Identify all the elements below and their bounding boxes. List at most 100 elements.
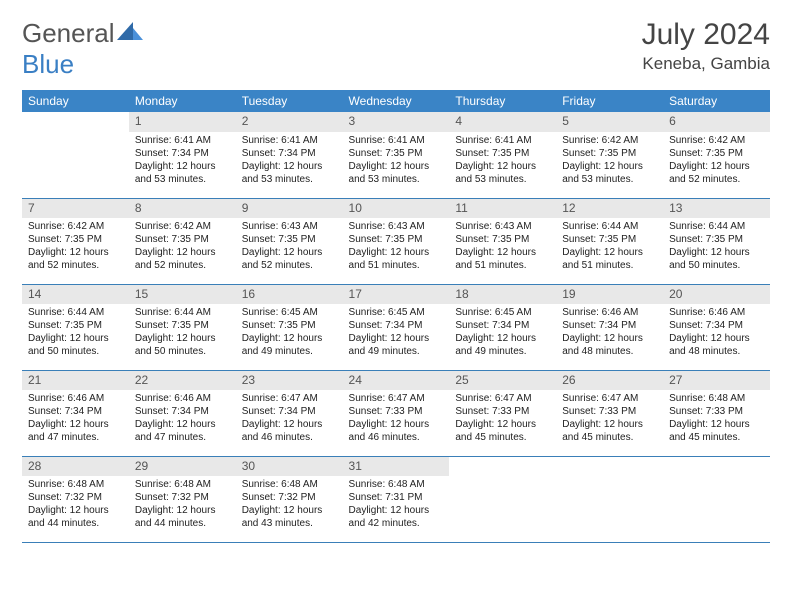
sunset-text: Sunset: 7:35 PM xyxy=(242,233,337,246)
sunrise-text: Sunrise: 6:42 AM xyxy=(135,220,230,233)
sunrise-text: Sunrise: 6:48 AM xyxy=(242,478,337,491)
day-number: 31 xyxy=(343,457,450,477)
calendar-empty-cell xyxy=(449,456,556,542)
daylight-text: and 53 minutes. xyxy=(242,173,337,186)
day-details: Sunrise: 6:45 AMSunset: 7:34 PMDaylight:… xyxy=(343,304,450,362)
day-number: 9 xyxy=(236,199,343,219)
calendar-day-cell: 29Sunrise: 6:48 AMSunset: 7:32 PMDayligh… xyxy=(129,456,236,542)
location-label: Keneba, Gambia xyxy=(642,54,770,74)
day-number: 10 xyxy=(343,199,450,219)
sunset-text: Sunset: 7:34 PM xyxy=(28,405,123,418)
sunrise-text: Sunrise: 6:48 AM xyxy=(669,392,764,405)
calendar-week-row: 28Sunrise: 6:48 AMSunset: 7:32 PMDayligh… xyxy=(22,456,770,542)
day-number: 12 xyxy=(556,199,663,219)
calendar-empty-cell xyxy=(22,112,129,198)
brand-part1: General xyxy=(22,18,115,48)
daylight-text: and 52 minutes. xyxy=(135,259,230,272)
day-details: Sunrise: 6:48 AMSunset: 7:32 PMDaylight:… xyxy=(129,476,236,534)
daylight-text: Daylight: 12 hours xyxy=(669,332,764,345)
sunset-text: Sunset: 7:33 PM xyxy=(562,405,657,418)
day-number: 14 xyxy=(22,285,129,305)
daylight-text: and 53 minutes. xyxy=(562,173,657,186)
day-details: Sunrise: 6:44 AMSunset: 7:35 PMDaylight:… xyxy=(22,304,129,362)
daylight-text: Daylight: 12 hours xyxy=(242,246,337,259)
calendar-day-cell: 25Sunrise: 6:47 AMSunset: 7:33 PMDayligh… xyxy=(449,370,556,456)
header: General Blue July 2024 Keneba, Gambia xyxy=(22,18,770,80)
day-number: 16 xyxy=(236,285,343,305)
sunrise-text: Sunrise: 6:47 AM xyxy=(242,392,337,405)
calendar-day-cell: 7Sunrise: 6:42 AMSunset: 7:35 PMDaylight… xyxy=(22,198,129,284)
day-number: 11 xyxy=(449,199,556,219)
daylight-text: Daylight: 12 hours xyxy=(135,504,230,517)
daylight-text: and 49 minutes. xyxy=(349,345,444,358)
daylight-text: Daylight: 12 hours xyxy=(242,332,337,345)
daylight-text: Daylight: 12 hours xyxy=(242,418,337,431)
day-number: 13 xyxy=(663,199,770,219)
sunset-text: Sunset: 7:34 PM xyxy=(242,147,337,160)
calendar-day-cell: 22Sunrise: 6:46 AMSunset: 7:34 PMDayligh… xyxy=(129,370,236,456)
sunset-text: Sunset: 7:31 PM xyxy=(349,491,444,504)
calendar-day-cell: 19Sunrise: 6:46 AMSunset: 7:34 PMDayligh… xyxy=(556,284,663,370)
day-details: Sunrise: 6:43 AMSunset: 7:35 PMDaylight:… xyxy=(236,218,343,276)
sunrise-text: Sunrise: 6:43 AM xyxy=(455,220,550,233)
daylight-text: and 51 minutes. xyxy=(349,259,444,272)
calendar-day-cell: 12Sunrise: 6:44 AMSunset: 7:35 PMDayligh… xyxy=(556,198,663,284)
calendar-day-cell: 17Sunrise: 6:45 AMSunset: 7:34 PMDayligh… xyxy=(343,284,450,370)
month-title: July 2024 xyxy=(642,18,770,52)
sunset-text: Sunset: 7:32 PM xyxy=(135,491,230,504)
day-number: 18 xyxy=(449,285,556,305)
daylight-text: and 47 minutes. xyxy=(135,431,230,444)
day-number: 15 xyxy=(129,285,236,305)
day-details: Sunrise: 6:47 AMSunset: 7:33 PMDaylight:… xyxy=(343,390,450,448)
daylight-text: and 50 minutes. xyxy=(135,345,230,358)
daylight-text: and 51 minutes. xyxy=(455,259,550,272)
daylight-text: Daylight: 12 hours xyxy=(562,332,657,345)
brand-part2: Blue xyxy=(22,49,74,79)
daylight-text: and 46 minutes. xyxy=(349,431,444,444)
sunrise-text: Sunrise: 6:44 AM xyxy=(669,220,764,233)
sunrise-text: Sunrise: 6:46 AM xyxy=(135,392,230,405)
sunset-text: Sunset: 7:34 PM xyxy=(669,319,764,332)
weekday-header: Thursday xyxy=(449,90,556,112)
daylight-text: Daylight: 12 hours xyxy=(28,418,123,431)
day-details: Sunrise: 6:42 AMSunset: 7:35 PMDaylight:… xyxy=(22,218,129,276)
calendar-empty-cell xyxy=(556,456,663,542)
sunrise-text: Sunrise: 6:41 AM xyxy=(242,134,337,147)
sunset-text: Sunset: 7:34 PM xyxy=(455,319,550,332)
calendar-empty-cell xyxy=(663,456,770,542)
day-details: Sunrise: 6:48 AMSunset: 7:33 PMDaylight:… xyxy=(663,390,770,448)
sunrise-text: Sunrise: 6:41 AM xyxy=(135,134,230,147)
sunset-text: Sunset: 7:34 PM xyxy=(349,319,444,332)
day-number: 27 xyxy=(663,371,770,391)
sunset-text: Sunset: 7:32 PM xyxy=(242,491,337,504)
calendar-day-cell: 10Sunrise: 6:43 AMSunset: 7:35 PMDayligh… xyxy=(343,198,450,284)
calendar-week-row: 7Sunrise: 6:42 AMSunset: 7:35 PMDaylight… xyxy=(22,198,770,284)
sunset-text: Sunset: 7:35 PM xyxy=(669,233,764,246)
sunrise-text: Sunrise: 6:45 AM xyxy=(455,306,550,319)
calendar-week-row: 1Sunrise: 6:41 AMSunset: 7:34 PMDaylight… xyxy=(22,112,770,198)
day-details: Sunrise: 6:47 AMSunset: 7:34 PMDaylight:… xyxy=(236,390,343,448)
calendar-day-cell: 18Sunrise: 6:45 AMSunset: 7:34 PMDayligh… xyxy=(449,284,556,370)
calendar-day-cell: 21Sunrise: 6:46 AMSunset: 7:34 PMDayligh… xyxy=(22,370,129,456)
day-number: 6 xyxy=(663,112,770,132)
daylight-text: Daylight: 12 hours xyxy=(562,418,657,431)
sunrise-text: Sunrise: 6:48 AM xyxy=(135,478,230,491)
day-number: 26 xyxy=(556,371,663,391)
day-details: Sunrise: 6:45 AMSunset: 7:34 PMDaylight:… xyxy=(449,304,556,362)
day-number: 20 xyxy=(663,285,770,305)
sunset-text: Sunset: 7:35 PM xyxy=(562,233,657,246)
daylight-text: and 52 minutes. xyxy=(669,173,764,186)
calendar-day-cell: 3Sunrise: 6:41 AMSunset: 7:35 PMDaylight… xyxy=(343,112,450,198)
calendar-day-cell: 15Sunrise: 6:44 AMSunset: 7:35 PMDayligh… xyxy=(129,284,236,370)
sunset-text: Sunset: 7:35 PM xyxy=(242,319,337,332)
sunset-text: Sunset: 7:35 PM xyxy=(349,233,444,246)
sunrise-text: Sunrise: 6:42 AM xyxy=(562,134,657,147)
sunrise-text: Sunrise: 6:46 AM xyxy=(28,392,123,405)
calendar-day-cell: 8Sunrise: 6:42 AMSunset: 7:35 PMDaylight… xyxy=(129,198,236,284)
day-details: Sunrise: 6:45 AMSunset: 7:35 PMDaylight:… xyxy=(236,304,343,362)
daylight-text: Daylight: 12 hours xyxy=(349,246,444,259)
sunset-text: Sunset: 7:35 PM xyxy=(349,147,444,160)
sunrise-text: Sunrise: 6:43 AM xyxy=(242,220,337,233)
sunset-text: Sunset: 7:35 PM xyxy=(28,319,123,332)
daylight-text: and 53 minutes. xyxy=(455,173,550,186)
